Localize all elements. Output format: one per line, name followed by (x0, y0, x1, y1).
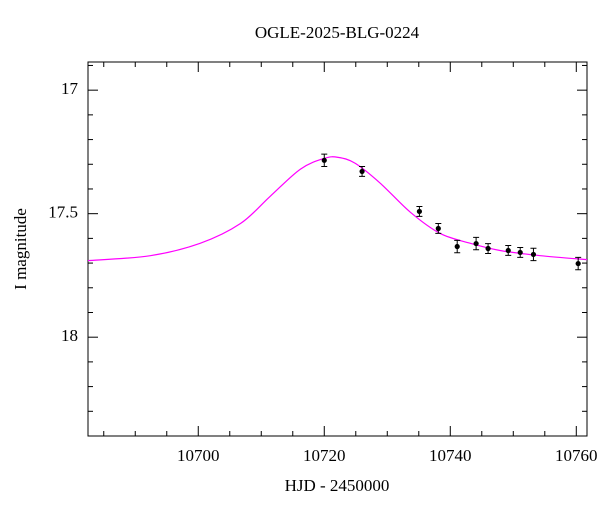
y-tick-label: 17 (61, 79, 79, 98)
data-point (359, 168, 365, 175)
data-point (435, 225, 441, 232)
data-point (454, 243, 460, 250)
x-tick-label: 10720 (303, 446, 346, 465)
data-point (473, 240, 479, 247)
x-tick-label: 10760 (555, 446, 598, 465)
data-point (505, 247, 511, 254)
y-axis-label: I magnitude (11, 208, 30, 290)
x-tick-label: 10700 (177, 446, 220, 465)
plot-frame (87, 61, 588, 437)
data-point (575, 260, 581, 267)
chart-title: OGLE-2025-BLG-0224 (255, 23, 420, 42)
data-point (530, 251, 537, 258)
y-tick-label: 18 (61, 326, 78, 345)
model-curve (88, 156, 587, 262)
data-point (416, 208, 423, 215)
x-tick-label: 10740 (429, 446, 472, 465)
data-point (517, 249, 523, 256)
data-point (485, 245, 491, 252)
x-axis-label: HJD - 2450000 (285, 476, 390, 495)
y-tick-label: 17.5 (48, 203, 78, 222)
data-point (321, 157, 327, 163)
